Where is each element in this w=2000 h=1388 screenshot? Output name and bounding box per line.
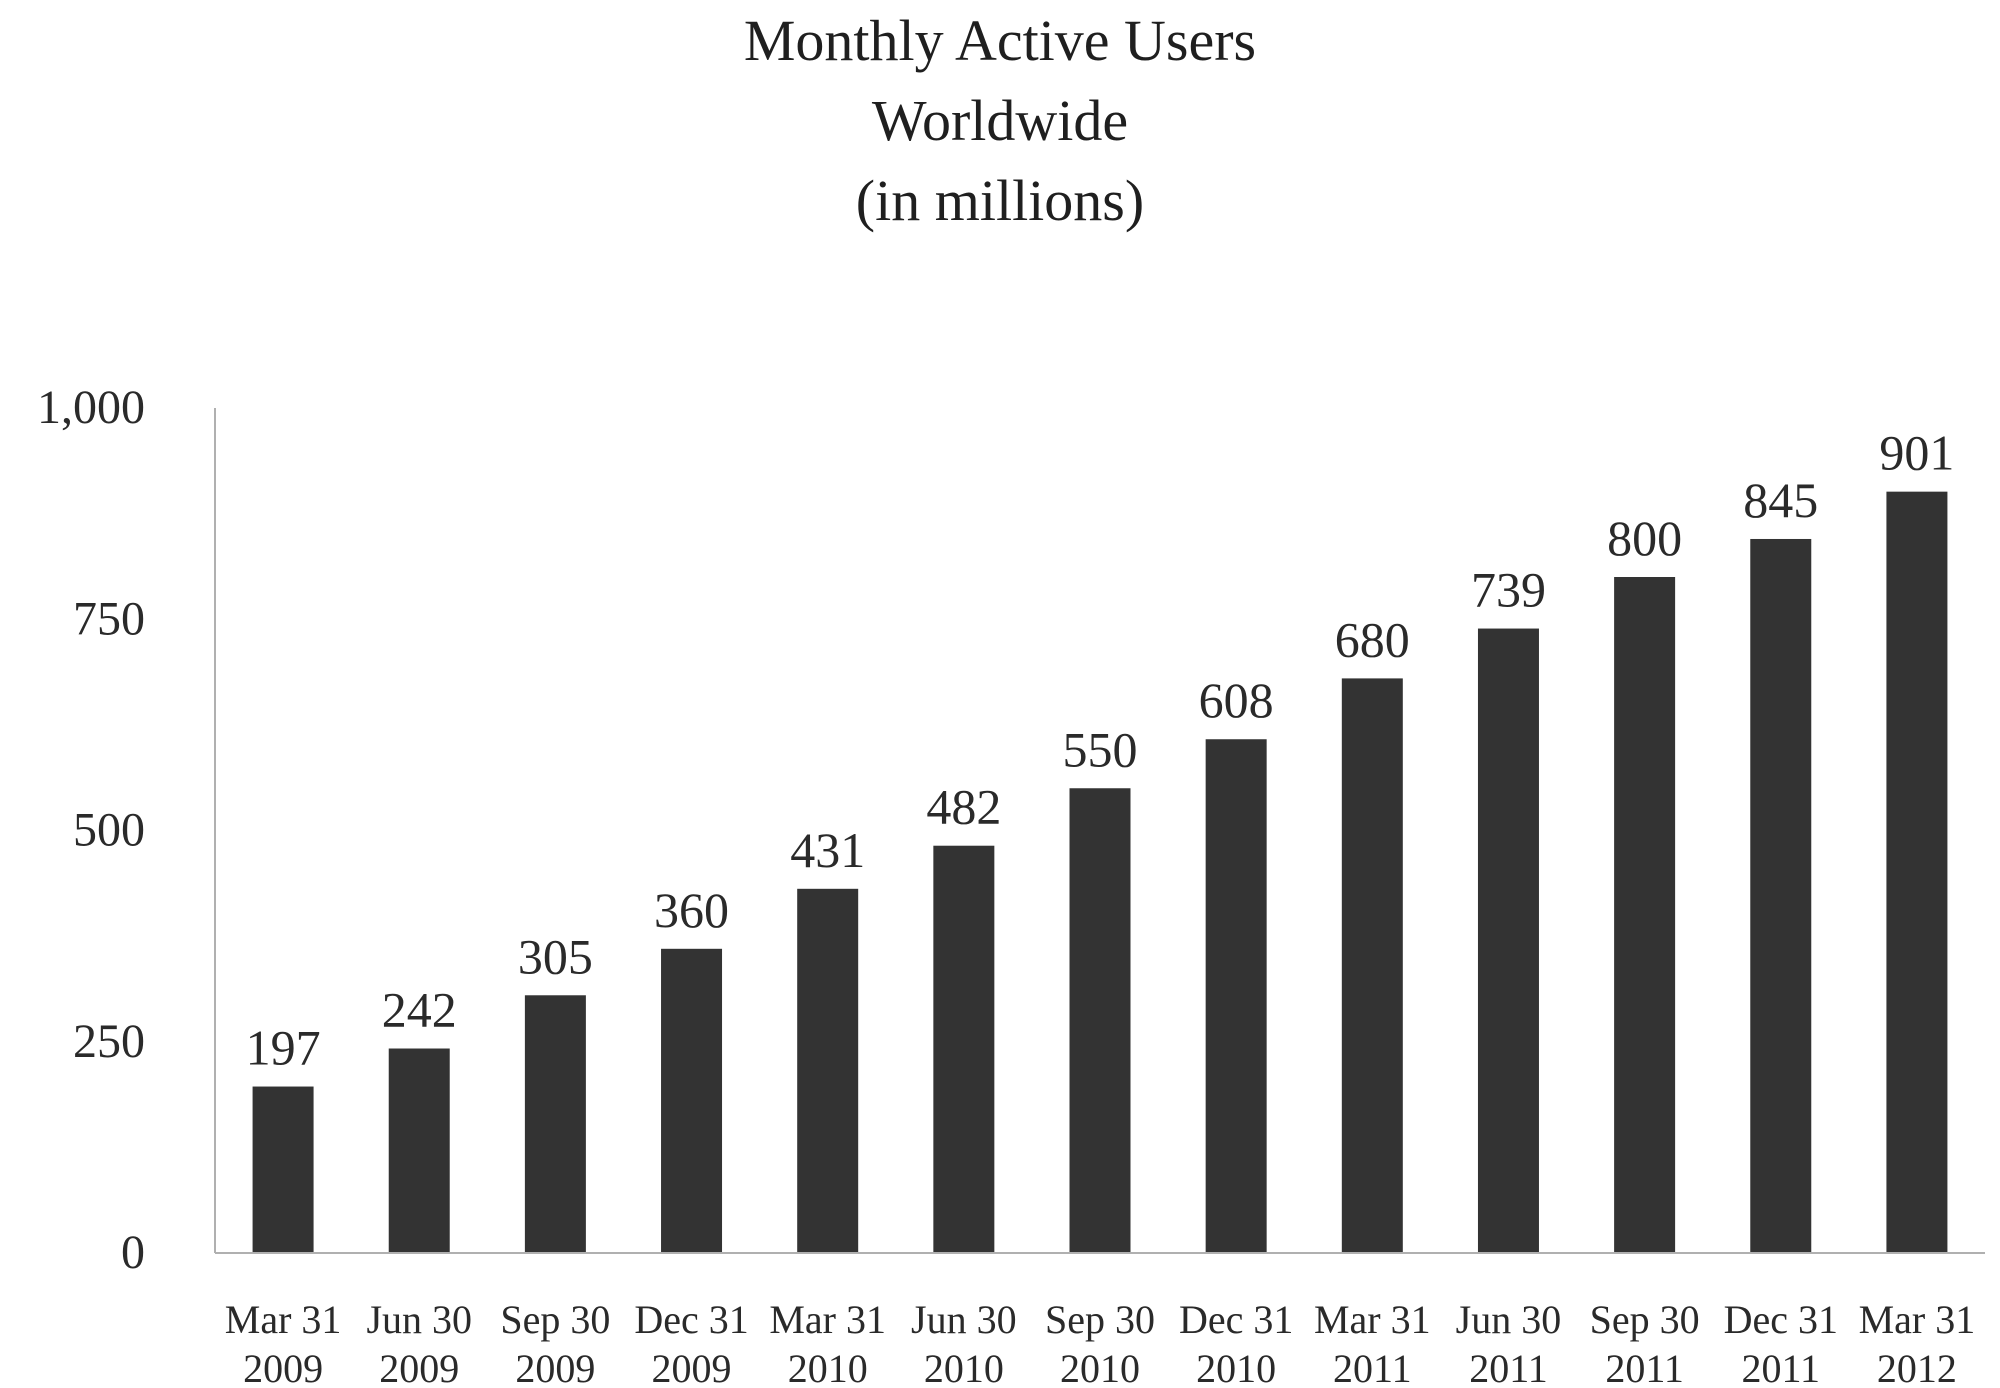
x-tick-label-year: 2011: [1742, 1346, 1821, 1388]
y-tick-label: 750: [73, 592, 145, 645]
bars: [252, 491, 1948, 1253]
y-tick-label: 1,000: [37, 381, 145, 434]
data-label: 608: [1199, 672, 1274, 728]
x-tick-label: Dec 31: [634, 1297, 748, 1342]
y-tick-label: 250: [73, 1015, 145, 1068]
bar: [797, 888, 859, 1253]
bar: [1886, 491, 1948, 1253]
data-label: 305: [518, 928, 593, 984]
x-tick-label: Dec 31: [1179, 1297, 1293, 1342]
x-tick-label-year: 2010: [1196, 1346, 1276, 1388]
data-label: 800: [1607, 510, 1682, 566]
x-tick-label-year: 2011: [1469, 1346, 1548, 1388]
x-tick-label-year: 2009: [379, 1346, 459, 1388]
bar: [1750, 538, 1812, 1253]
bar: [1477, 628, 1539, 1253]
bar: [1069, 788, 1131, 1253]
x-tick-label-year: 2010: [1060, 1346, 1140, 1388]
y-tick-label: 0: [121, 1226, 145, 1279]
x-tick-label: Jun 30: [366, 1297, 472, 1342]
x-tick-label: Sep 30: [1590, 1297, 1700, 1342]
data-label: 197: [246, 1020, 321, 1076]
x-tick-label-year: 2011: [1333, 1346, 1412, 1388]
y-axis: 0 250 500 750 1,000: [37, 381, 216, 1279]
y-tick-label: 500: [73, 804, 145, 857]
data-label: 431: [790, 822, 865, 878]
bar: [1341, 678, 1403, 1253]
x-tick-label: Mar 31: [225, 1297, 342, 1342]
x-tick-label: Mar 31: [1859, 1297, 1976, 1342]
x-tick-label: Sep 30: [1045, 1297, 1155, 1342]
x-tick-label-year: 2010: [924, 1346, 1004, 1388]
bar: [933, 845, 995, 1253]
data-label: 680: [1335, 611, 1410, 667]
bar: [1614, 577, 1676, 1253]
data-label: 482: [926, 779, 1001, 835]
x-tick-label: Jun 30: [1456, 1297, 1562, 1342]
x-tick-label-year: 2009: [243, 1346, 323, 1388]
data-label: 739: [1471, 562, 1546, 618]
bar: [524, 995, 586, 1253]
data-label: 845: [1743, 472, 1818, 528]
bar: [661, 948, 723, 1253]
x-tick-label-year: 2011: [1605, 1346, 1684, 1388]
data-label: 550: [1063, 721, 1138, 777]
bar: [252, 1086, 314, 1253]
title-line-3: (in millions): [856, 168, 1144, 233]
x-tick-label-year: 2009: [515, 1346, 595, 1388]
x-tick-label: Dec 31: [1724, 1297, 1838, 1342]
bar: [1205, 739, 1267, 1253]
x-tick-label: Mar 31: [769, 1297, 886, 1342]
data-label: 360: [654, 882, 729, 938]
data-labels: 197 242 305 360 431 482 550 608 680 739 800 845 901: [246, 425, 1955, 1076]
data-label: 242: [382, 982, 457, 1038]
title-line-1: Monthly Active Users: [744, 8, 1256, 73]
x-tick-label: Mar 31: [1314, 1297, 1431, 1342]
chart-title: Monthly Active Users Worldwide (in milli…: [744, 8, 1256, 233]
bar: [388, 1048, 450, 1253]
x-tick-label-year: 2009: [652, 1346, 732, 1388]
x-tick-label: Jun 30: [911, 1297, 1017, 1342]
x-tick-label-year: 2012: [1877, 1346, 1957, 1388]
data-label: 901: [1879, 425, 1954, 481]
x-tick-label-year: 2010: [788, 1346, 868, 1388]
x-tick-label: Sep 30: [500, 1297, 610, 1342]
title-line-2: Worldwide: [872, 88, 1128, 153]
